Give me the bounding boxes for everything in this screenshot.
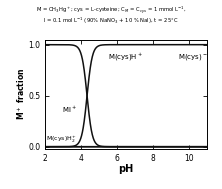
Text: MI$^+$: MI$^+$ xyxy=(62,105,77,115)
Y-axis label: M$^+$ fraction: M$^+$ fraction xyxy=(15,68,27,120)
Text: I = 0.1 mol L$^{-1}$ (90% NaNO$_3$ + 10 % NaI), t = 25°C: I = 0.1 mol L$^{-1}$ (90% NaNO$_3$ + 10 … xyxy=(43,16,179,26)
Text: M = CH$_3$Hg$^+$; cys = L-cysteine; C$_M$ = C$_{cys}$ = 1 mmol L$^{-1}$,: M = CH$_3$Hg$^+$; cys = L-cysteine; C$_M… xyxy=(36,5,186,16)
Text: M(cys)H$_2^+$: M(cys)H$_2^+$ xyxy=(46,135,77,145)
X-axis label: pH: pH xyxy=(118,164,134,174)
Text: M(cys)H$^+$: M(cys)H$^+$ xyxy=(108,51,143,63)
Text: M(cys)$^-$: M(cys)$^-$ xyxy=(178,52,208,62)
